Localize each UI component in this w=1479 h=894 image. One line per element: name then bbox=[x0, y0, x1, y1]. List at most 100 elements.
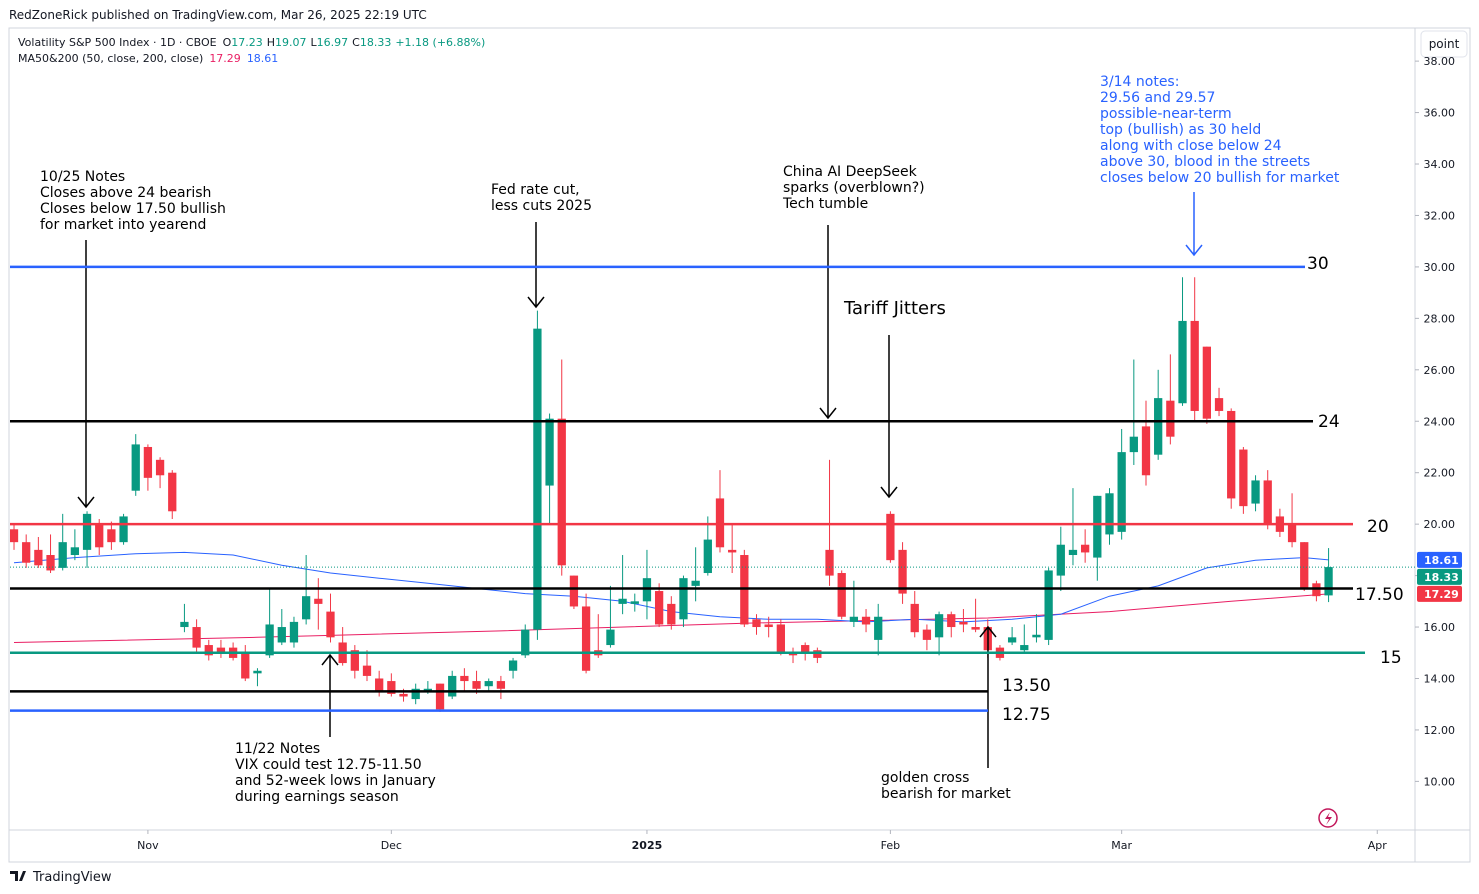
candle-body bbox=[1020, 645, 1029, 651]
y-tick-label: 34.00 bbox=[1424, 158, 1456, 171]
candle-body bbox=[1239, 449, 1248, 507]
candle-body bbox=[1251, 480, 1260, 504]
candle-body bbox=[375, 678, 384, 692]
x-tick-label: 2025 bbox=[632, 839, 663, 852]
candle-body bbox=[1214, 398, 1224, 411]
candle-body bbox=[752, 619, 761, 628]
candle-body bbox=[107, 529, 116, 543]
indicator-value: 18.61 bbox=[247, 52, 279, 65]
candle-body bbox=[971, 627, 980, 630]
candle-body bbox=[143, 446, 153, 478]
candle-body bbox=[350, 650, 359, 671]
y-tick-label: 20.00 bbox=[1424, 518, 1456, 531]
candle-body bbox=[70, 547, 80, 556]
y-tick-label: 28.00 bbox=[1424, 312, 1456, 325]
candle-body bbox=[1300, 542, 1309, 589]
candle-body bbox=[1032, 634, 1041, 638]
candle-body bbox=[715, 498, 725, 548]
candle-body bbox=[703, 539, 712, 574]
candle-body bbox=[423, 688, 432, 692]
candle-body bbox=[1044, 570, 1053, 640]
ohlc-value: 16.97 bbox=[317, 36, 349, 49]
scale-button-label[interactable]: point bbox=[1429, 37, 1460, 51]
scale-button[interactable] bbox=[1420, 30, 1468, 58]
candle-body bbox=[533, 328, 542, 630]
candle-body bbox=[1056, 544, 1065, 576]
candle-body bbox=[46, 555, 55, 571]
ohlc-letter: O bbox=[223, 36, 232, 49]
price-badge bbox=[1417, 568, 1462, 585]
candle-body bbox=[58, 542, 67, 568]
candle-body bbox=[764, 624, 773, 628]
x-tick-label: Apr bbox=[1368, 839, 1388, 852]
annotation-text: golden cross bbox=[881, 770, 969, 786]
moving-average-line bbox=[13, 551, 1329, 623]
ohlc-letter: H bbox=[267, 36, 275, 49]
price-badge-label: 18.61 bbox=[1424, 554, 1459, 567]
candle-body bbox=[545, 418, 554, 486]
annotation-text: Closes below 17.50 bullish bbox=[40, 201, 226, 217]
annotation-text: Tariff Jitters bbox=[843, 298, 946, 319]
arrow bbox=[527, 222, 545, 309]
candle-body bbox=[667, 603, 676, 625]
candle-body bbox=[326, 611, 335, 638]
candle-body bbox=[387, 681, 396, 694]
candle-body bbox=[34, 549, 43, 566]
candle-body bbox=[277, 627, 286, 643]
indicator-legend: MA50&200 (50, close, 200, close) 17.29 18.… bbox=[18, 52, 278, 65]
arrow bbox=[1185, 192, 1203, 257]
level-label: 15 bbox=[1380, 648, 1402, 668]
arrows bbox=[77, 192, 1203, 768]
candle-body bbox=[314, 598, 323, 604]
published-line: RedZoneRick published on TradingView.com… bbox=[9, 8, 427, 22]
y-tick-label: 36.00 bbox=[1424, 107, 1456, 120]
candle-body bbox=[813, 650, 822, 658]
candle-body bbox=[1202, 346, 1211, 419]
candle-body bbox=[265, 624, 274, 656]
y-tick-label: 12.00 bbox=[1424, 724, 1456, 737]
candle-body bbox=[934, 614, 944, 638]
change-value: +1.18 (+6.88%) bbox=[395, 36, 485, 49]
y-tick-label: 26.00 bbox=[1424, 364, 1456, 377]
annotation-text: along with close below 24 bbox=[1100, 138, 1282, 154]
y-tick-label: 38.00 bbox=[1424, 55, 1456, 68]
candle-body bbox=[253, 670, 262, 674]
candle-body bbox=[1287, 524, 1297, 543]
chart-frame bbox=[8, 27, 1471, 863]
candle-body bbox=[362, 665, 372, 676]
level-label: 17.50 bbox=[1355, 585, 1404, 605]
candle-body bbox=[216, 647, 226, 653]
candle-body bbox=[618, 598, 627, 604]
annotation-text: VIX could test 12.75-11.50 bbox=[235, 757, 422, 773]
candle-body bbox=[10, 529, 19, 543]
candle-body bbox=[642, 578, 652, 602]
candle-body bbox=[557, 418, 566, 566]
x-tick-label: Dec bbox=[381, 839, 402, 852]
candle-body bbox=[801, 645, 810, 653]
price-badge bbox=[1417, 585, 1462, 602]
candle-body bbox=[1093, 495, 1102, 558]
candle-body bbox=[204, 645, 213, 656]
y-tick-label: 10.00 bbox=[1424, 775, 1456, 788]
level-label: 30 bbox=[1307, 254, 1329, 274]
candle-body bbox=[192, 627, 201, 648]
candle-body bbox=[1068, 549, 1078, 556]
candle-body bbox=[679, 578, 688, 620]
x-tick-label: Nov bbox=[137, 839, 159, 852]
annotation-text: China AI DeepSeek bbox=[783, 164, 918, 180]
candle-body bbox=[654, 591, 664, 625]
candle-body bbox=[180, 621, 189, 628]
annotation-text: closes below 20 bullish for market bbox=[1100, 170, 1340, 186]
candle-body bbox=[910, 603, 919, 633]
annotation-text: less cuts 2025 bbox=[491, 198, 592, 214]
y-tick-label: 16.00 bbox=[1424, 621, 1456, 634]
candle-body bbox=[472, 681, 481, 689]
candle-body bbox=[448, 675, 457, 697]
annotation-text: 11/22 Notes bbox=[235, 741, 320, 757]
candle-body bbox=[861, 616, 871, 625]
candle-body bbox=[1105, 493, 1114, 535]
candle-body bbox=[788, 652, 798, 656]
candle-body bbox=[435, 683, 445, 710]
candle-body bbox=[508, 660, 518, 671]
